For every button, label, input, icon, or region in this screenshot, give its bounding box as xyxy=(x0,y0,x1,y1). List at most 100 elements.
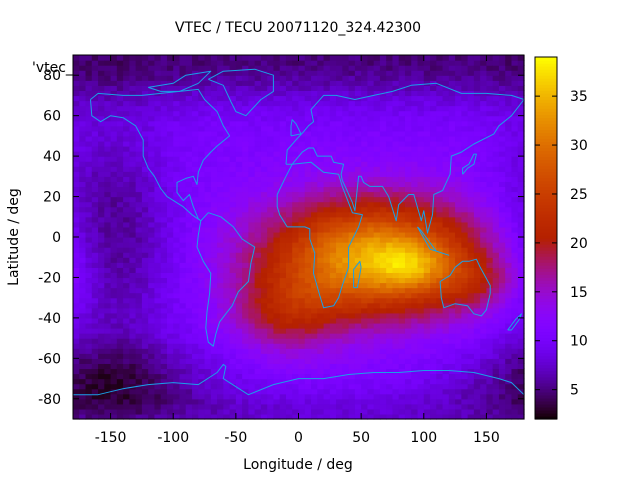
heat-cell xyxy=(348,333,356,339)
heat-cell xyxy=(361,408,368,415)
heat-cell xyxy=(417,358,425,364)
heat-cell xyxy=(336,237,343,243)
heat-cell xyxy=(473,166,481,172)
heat-cell xyxy=(367,237,375,243)
heat-cell xyxy=(160,368,168,375)
heat-cell xyxy=(98,408,105,415)
heat-cell xyxy=(379,216,387,223)
heat-cell xyxy=(304,338,312,344)
heat-cell xyxy=(267,171,275,177)
heat-cell xyxy=(135,206,143,213)
heat-cell xyxy=(154,393,162,400)
heat-cell xyxy=(367,252,375,258)
heat-cell xyxy=(223,75,231,81)
heat-cell xyxy=(486,70,494,76)
heat-cell xyxy=(492,110,500,117)
heat-cell xyxy=(135,348,143,354)
heat-cell xyxy=(229,85,237,91)
heat-cell xyxy=(455,408,462,415)
heat-cell xyxy=(135,95,143,102)
heat-cell xyxy=(85,307,93,314)
heat-cell xyxy=(373,161,381,167)
heat-cell xyxy=(498,55,506,61)
heat-cell xyxy=(361,85,368,91)
heat-cell xyxy=(185,100,193,107)
heat-cell xyxy=(404,393,412,400)
heat-cell xyxy=(185,267,193,273)
heat-cell xyxy=(73,140,80,147)
heat-cell xyxy=(392,237,400,243)
heat-cell xyxy=(210,257,218,263)
heat-cell xyxy=(455,211,462,218)
heat-cell xyxy=(73,146,80,152)
heat-cell xyxy=(73,196,80,203)
heat-cell xyxy=(260,312,268,319)
heat-cell xyxy=(166,302,174,309)
heat-cell xyxy=(154,333,162,339)
heat-cell xyxy=(123,388,130,395)
heat-cell xyxy=(455,378,462,385)
heat-cell xyxy=(448,130,456,137)
heat-cell xyxy=(436,378,444,385)
heat-cell xyxy=(323,55,331,61)
heat-cell xyxy=(285,262,293,268)
heat-cell xyxy=(298,166,306,172)
heat-cell xyxy=(379,120,387,127)
heat-cell xyxy=(404,237,412,243)
heat-cell xyxy=(210,282,218,289)
heat-cell xyxy=(279,176,287,182)
heat-cell xyxy=(386,181,394,188)
heat-cell xyxy=(198,211,206,218)
heat-cell xyxy=(386,252,394,258)
heat-cell xyxy=(179,146,187,152)
heat-cell xyxy=(129,302,137,309)
heat-cell xyxy=(298,333,306,339)
heat-cell xyxy=(166,317,174,324)
heat-cell xyxy=(192,186,199,193)
heat-cell xyxy=(160,328,168,334)
heat-cell xyxy=(129,413,137,420)
heat-cell xyxy=(404,338,412,344)
heat-cell xyxy=(386,272,394,279)
heat-cell xyxy=(129,105,137,112)
heat-cell xyxy=(267,181,275,188)
heat-cell xyxy=(367,383,375,390)
heat-cell xyxy=(348,221,356,228)
heat-cell xyxy=(123,226,130,233)
heat-cell xyxy=(123,176,130,182)
heat-cell xyxy=(242,272,249,279)
heat-cell xyxy=(154,70,162,76)
heat-cell xyxy=(73,277,80,284)
heat-cell xyxy=(298,307,306,314)
heat-cell xyxy=(141,317,149,324)
heat-cell xyxy=(304,130,312,137)
heat-cell xyxy=(248,272,256,279)
heat-cell xyxy=(135,322,143,329)
heat-cell xyxy=(104,368,112,375)
heat-cell xyxy=(367,115,375,122)
heat-cell xyxy=(342,115,350,122)
heat-cell xyxy=(329,186,337,193)
heat-cell xyxy=(204,216,212,223)
heat-cell xyxy=(461,307,469,314)
heat-cell xyxy=(442,146,450,152)
heat-cell xyxy=(285,282,293,289)
heat-cell xyxy=(279,110,287,117)
heat-cell xyxy=(411,135,419,142)
heat-cell xyxy=(467,186,475,193)
heat-cell xyxy=(98,206,105,213)
heat-cell xyxy=(423,383,431,390)
heat-cell xyxy=(229,317,237,324)
heat-cell xyxy=(192,398,199,405)
heat-cell xyxy=(473,312,481,319)
heat-cell xyxy=(311,130,318,137)
heat-cell xyxy=(361,353,368,359)
heat-cell xyxy=(248,171,256,177)
heat-cell xyxy=(423,166,431,172)
heat-cell xyxy=(229,322,237,329)
heat-cell xyxy=(154,186,162,193)
heat-cell xyxy=(317,181,325,188)
heat-cell xyxy=(192,328,199,334)
heat-cell xyxy=(273,338,281,344)
heat-cell xyxy=(192,75,199,81)
